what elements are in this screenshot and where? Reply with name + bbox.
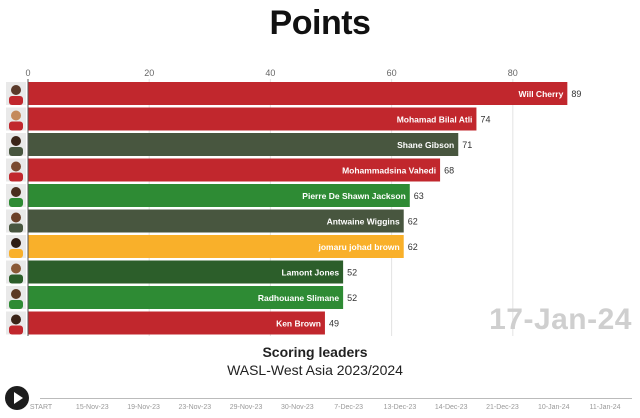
bar-value-label: 49 <box>329 319 339 329</box>
x-tick-label: 60 <box>387 68 397 78</box>
bar <box>28 286 344 309</box>
bar-value-label: 74 <box>480 115 490 125</box>
player-avatar-head <box>11 161 21 172</box>
bar-category-label: Shane Gibson <box>397 140 454 150</box>
bar-chart: 0 20 40 60 80 Will Cherry 89 Mohamad Bilal Atli… <box>6 68 581 336</box>
player-avatar-jersey <box>9 274 23 284</box>
chart-title: Points <box>269 4 371 42</box>
timeline-date-label[interactable]: 30-Nov-23 <box>281 404 314 411</box>
player-avatar-head <box>11 289 21 299</box>
bar <box>28 133 459 156</box>
player-avatar-head <box>11 238 21 248</box>
timeline-date-label[interactable]: 14-Dec-23 <box>434 404 468 411</box>
timeline-date-label[interactable]: 11-Jan-24 <box>589 404 621 411</box>
bar <box>28 260 344 284</box>
timeline-date-label[interactable]: 15-Nov-23 <box>75 404 109 411</box>
bar-value-label: 52 <box>347 268 357 278</box>
bar-category-label: Mohamad Bilal Atli <box>397 115 473 125</box>
bar <box>28 82 568 105</box>
bar <box>28 107 477 131</box>
bar-value-label: 62 <box>408 217 418 227</box>
chart-subtitle-league: WASL-West Asia 2023/2024 <box>227 362 403 378</box>
timeline-date-label[interactable]: 29-Nov-23 <box>229 404 263 411</box>
player-avatar-jersey <box>9 121 23 131</box>
timeline-labels: START 15-Nov-23 19-Nov-23 23-Nov-23 29-Nov-2… <box>0 404 640 416</box>
player-avatar-head <box>11 212 21 223</box>
bar-value-label: 62 <box>408 242 418 252</box>
bar-category-label: Radhouane Slimane <box>258 293 340 303</box>
player-avatar-head <box>11 85 21 95</box>
timeline-date-label[interactable]: 13-Dec-23 <box>383 404 417 411</box>
timeline-date-label[interactable]: 10-Jan-24 <box>537 404 570 411</box>
player-avatar-head <box>11 110 21 121</box>
timeline-date-label[interactable]: 23-Nov-23 <box>178 404 212 411</box>
player-avatar-head <box>11 314 21 325</box>
chart-subtitle: Scoring leaders <box>262 344 368 360</box>
timeline-date-label[interactable]: 7-Dec-23 <box>334 404 364 411</box>
bar <box>28 158 441 182</box>
bar-value-label: 63 <box>414 191 424 201</box>
bar-category-label: Ken Brown <box>276 319 321 329</box>
play-icon[interactable] <box>5 386 29 410</box>
bar <box>28 209 404 233</box>
bar-category-label: Lamont Jones <box>281 268 339 278</box>
player-avatar-jersey <box>9 249 23 258</box>
x-tick-label: 80 <box>508 68 518 78</box>
x-tick-label: 0 <box>25 68 30 78</box>
bar-category-label: Mohammadsina Vahedi <box>342 166 436 176</box>
bar-value-label: 89 <box>571 89 581 99</box>
player-avatar-jersey <box>9 96 23 105</box>
player-avatar-head <box>11 187 21 197</box>
bar <box>28 235 404 258</box>
bar-category-label: Will Cherry <box>519 89 564 99</box>
timeline-track[interactable] <box>40 398 632 399</box>
bar-category-label: Antwaine Wiggins <box>327 217 400 227</box>
bar-value-label: 52 <box>347 293 357 303</box>
current-date-label: 17-Jan-24 <box>489 303 632 336</box>
player-avatar-jersey <box>9 198 23 207</box>
timeline-date-label[interactable]: 21-Dec-23 <box>486 404 519 411</box>
bar-value-label: 68 <box>444 166 454 176</box>
player-avatar-jersey <box>9 300 23 309</box>
bar <box>28 311 325 335</box>
bar-value-label: 71 <box>462 140 472 150</box>
player-avatar-jersey <box>9 147 23 156</box>
bar <box>28 184 410 207</box>
timeline-date-label[interactable]: START <box>29 404 53 411</box>
player-avatar-head <box>11 263 21 274</box>
player-avatar-jersey <box>9 325 23 335</box>
player-avatar-head <box>11 136 21 146</box>
player-avatar-jersey <box>9 223 23 233</box>
bar-category-label: jomaru johad brown <box>317 242 399 252</box>
player-avatar-jersey <box>9 172 23 182</box>
x-tick-label: 40 <box>265 68 275 78</box>
timeline-date-label[interactable]: 19-Nov-23 <box>127 404 160 411</box>
x-tick-label: 20 <box>144 68 154 78</box>
bar-category-label: Pierre De Shawn Jackson <box>302 191 405 201</box>
